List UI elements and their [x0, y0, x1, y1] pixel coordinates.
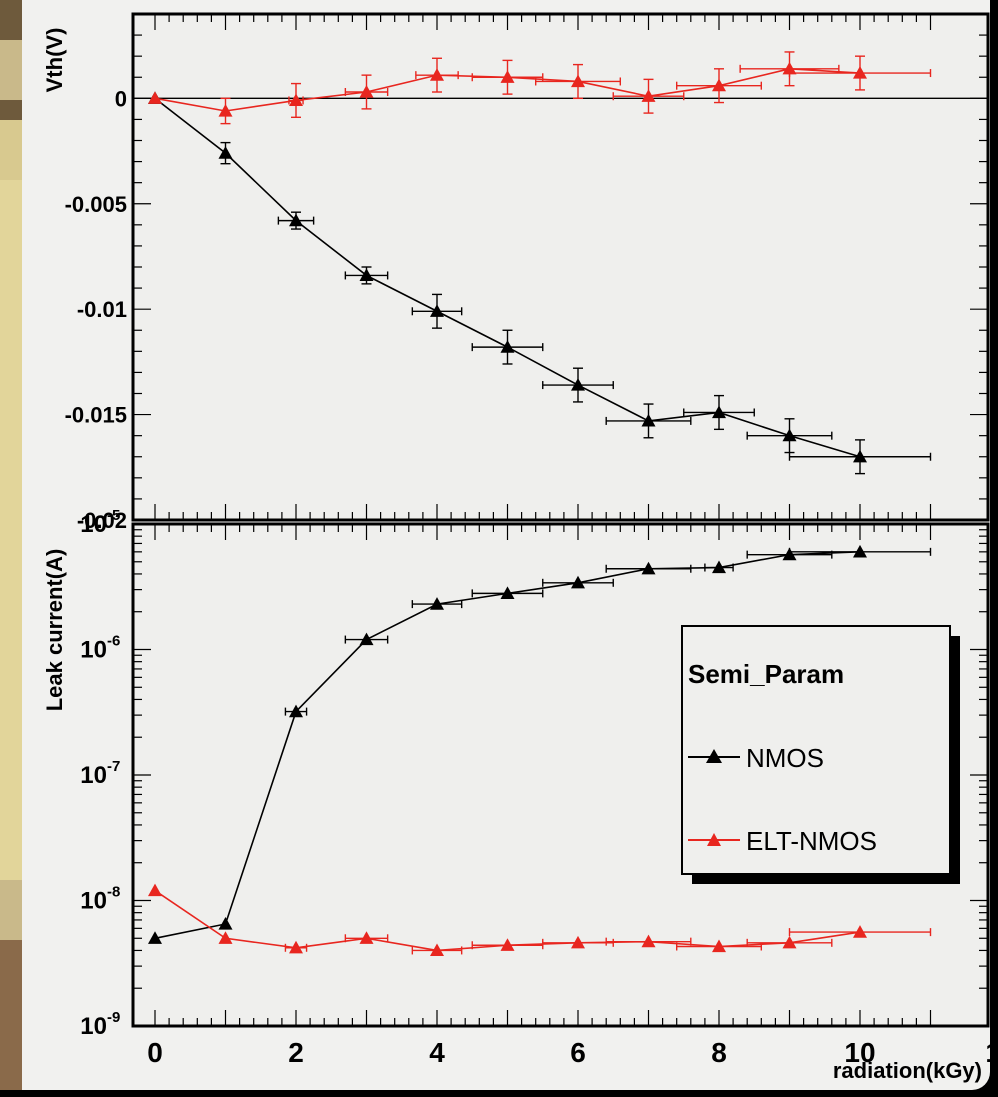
top-y-axis-label: Vth(V) — [42, 28, 67, 93]
y-tick-exponent: -9 — [107, 1009, 120, 1026]
y-tick-label: 10 — [80, 888, 107, 915]
nmos-point — [359, 632, 374, 646]
legend-title: Semi_Param — [688, 659, 844, 689]
nmos-point — [500, 340, 515, 353]
bottom-y-axis-label: Leak current(A) — [42, 549, 67, 712]
elt-nmos-point — [430, 943, 444, 957]
elt-nmos-point — [359, 85, 374, 98]
elt-nmos-point — [712, 939, 726, 953]
legend-nmos-label: NMOS — [746, 743, 824, 773]
y-tick-label: -0.01 — [77, 297, 127, 322]
elt-nmos-point — [641, 934, 656, 948]
y-tick-label: -0.02 — [77, 508, 127, 533]
y-tick-label: -0.005 — [65, 192, 127, 217]
nmos-point — [712, 405, 726, 419]
x-tick-label: 2 — [288, 1037, 304, 1068]
nmos-point — [641, 413, 656, 427]
x-tick-label: 12 — [985, 1037, 990, 1068]
elt-nmos-point — [712, 78, 726, 92]
elt-nmos-point — [359, 931, 374, 944]
x-tick-label: 6 — [570, 1037, 586, 1068]
y-tick-exponent: -5 — [107, 507, 120, 524]
elt-nmos-point — [782, 61, 797, 75]
elt-nmos-point — [571, 935, 585, 949]
nmos-point — [712, 560, 726, 574]
plot-canvas: Vth(V) Leak current(A) radiation(kGy) 0 -… — [22, 0, 990, 1090]
nmos-point — [641, 561, 656, 575]
x-tick-label: 0 — [147, 1037, 163, 1068]
nmos-point — [218, 146, 233, 159]
nmos-point — [782, 428, 797, 442]
nmos-point — [289, 704, 303, 718]
elt-nmos-point — [218, 931, 233, 944]
elt-nmos-point — [148, 91, 162, 104]
elt-nmos-point — [148, 883, 162, 897]
nmos-point — [218, 916, 233, 930]
y-tick-label: 10 — [80, 762, 107, 789]
nmos-point — [359, 268, 374, 282]
elt-nmos-point — [500, 938, 515, 951]
nmos-point — [148, 931, 162, 944]
elt-nmos-point — [571, 74, 585, 88]
y-tick-exponent: -6 — [107, 633, 120, 650]
nmos-point — [571, 575, 585, 589]
y-tick-label: 10 — [80, 511, 107, 538]
y-tick-exponent: -7 — [107, 758, 120, 775]
x-axis-label: radiation(kGy) — [833, 1058, 982, 1083]
x-tick-label: 10 — [844, 1037, 875, 1068]
legend-box — [681, 625, 951, 875]
nmos-point — [289, 213, 303, 227]
y-tick-label: 0 — [115, 86, 127, 111]
elt-nmos-point — [853, 925, 867, 938]
nmos-point — [500, 586, 515, 599]
elt-nmos-point — [853, 66, 867, 79]
chart: Vth(V) Leak current(A) radiation(kGy) 0 -… — [42, 12, 990, 1083]
legend-nmos-marker — [706, 749, 722, 763]
legend-elt-label: ELT-NMOS — [746, 826, 877, 856]
elt-nmos-point — [641, 89, 656, 102]
legend-elt-marker — [707, 833, 721, 846]
y-tick-exponent: -8 — [107, 884, 120, 901]
nmos-point — [430, 304, 444, 317]
nmos-point — [571, 378, 585, 391]
legend: Semi_Param NMOS ELT-NMOS — [681, 625, 960, 884]
elt-nmos-point — [289, 93, 303, 107]
y-tick-label: -0.015 — [65, 403, 127, 428]
nmos-point — [853, 544, 867, 558]
nmos-point — [430, 597, 444, 610]
elt-nmos-point — [500, 70, 515, 83]
elt-nmos-point — [289, 940, 303, 954]
elt-nmos-point — [430, 68, 444, 81]
y-tick-label: 10 — [80, 637, 107, 664]
y-tick-label: 10 — [80, 1013, 107, 1040]
x-tick-label: 4 — [429, 1037, 445, 1068]
x-tick-label: 8 — [711, 1037, 727, 1068]
elt-nmos-point — [782, 935, 797, 949]
nmos-point — [853, 449, 867, 463]
elt-nmos-point — [218, 103, 233, 117]
